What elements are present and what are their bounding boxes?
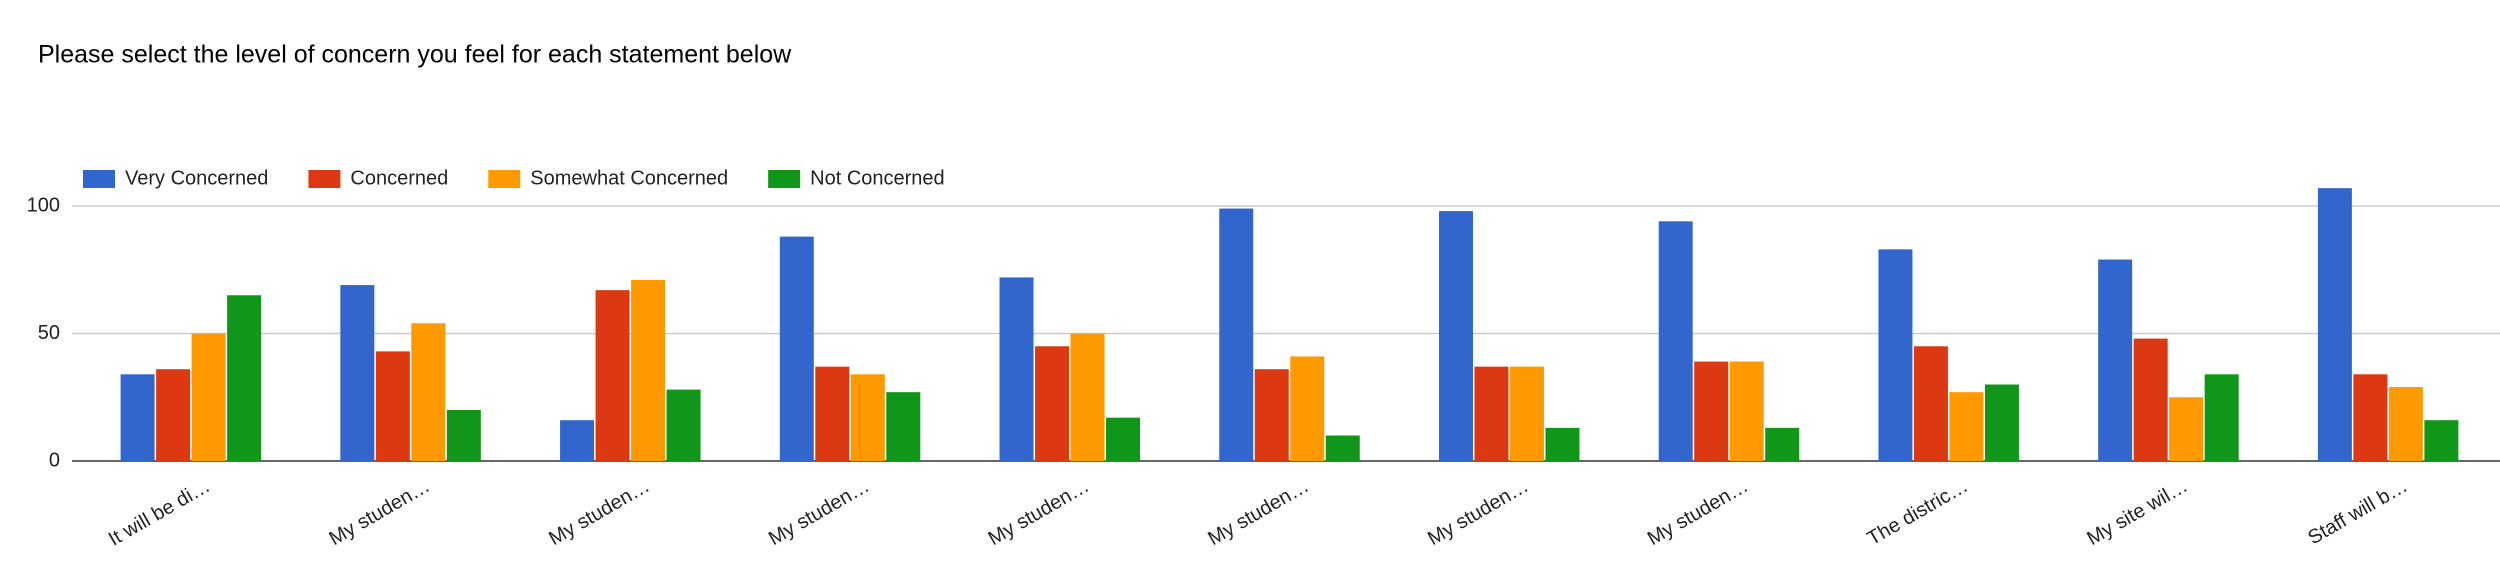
y-tick-label: 50: [38, 322, 60, 344]
x-tick-label: My studen…: [765, 475, 873, 550]
bar: [2353, 374, 2388, 461]
bar: [595, 290, 630, 461]
bar: [560, 420, 595, 461]
bar: [886, 392, 921, 461]
legend-swatch: [308, 170, 341, 188]
bar: [850, 374, 885, 461]
bar: [815, 366, 850, 461]
bar: [1438, 211, 1473, 461]
bar: [1290, 356, 1325, 461]
bar: [2204, 374, 2239, 461]
bar: [779, 236, 814, 461]
legend-swatch: [768, 170, 801, 188]
bar: [2388, 387, 2423, 461]
bar: [666, 389, 701, 461]
bar: [156, 369, 191, 461]
bar: [2424, 420, 2459, 461]
legend-label: Somewhat Concerned: [530, 167, 728, 189]
bar: [227, 295, 262, 461]
legend-swatch: [488, 170, 521, 188]
x-tick-label: My studen…: [1204, 475, 1312, 550]
legend-swatch: [83, 170, 115, 188]
bar: [2098, 259, 2133, 461]
chart-title: Please select the level of concern you f…: [38, 41, 792, 69]
bar: [2317, 188, 2352, 461]
x-tick-label: My studen…: [1644, 475, 1752, 550]
x-tick-label: My studen…: [545, 475, 653, 550]
bar: [1984, 384, 2019, 461]
bar: [1878, 249, 1913, 461]
x-tick-label: My studen…: [326, 475, 434, 550]
bar: [1035, 346, 1070, 461]
bar: [631, 279, 666, 461]
bar: [1254, 369, 1289, 461]
bar: [340, 285, 375, 461]
bar: [1106, 417, 1141, 461]
bar: [999, 277, 1034, 461]
bar: [1913, 346, 1948, 461]
x-tick-label: Staff will b…: [2304, 475, 2411, 549]
bar: [1545, 427, 1580, 461]
bar: [1765, 427, 1800, 461]
bar: [411, 323, 446, 461]
bar: [1729, 361, 1764, 461]
bar: [2169, 397, 2204, 461]
bar: [191, 333, 226, 461]
bar: [1474, 366, 1509, 461]
legend-label: Not Concerned: [810, 167, 945, 189]
y-tick-label: 0: [49, 449, 60, 471]
bar: [375, 351, 410, 461]
bar: [1658, 221, 1693, 461]
x-tick-label: My studen…: [985, 475, 1093, 550]
bar: [2133, 338, 2168, 461]
bar: [1070, 333, 1105, 461]
bar: [1219, 208, 1254, 461]
bar: [446, 410, 481, 461]
x-tick-label: My site wil…: [2083, 475, 2191, 550]
bar: [1509, 366, 1544, 461]
bar: [1325, 435, 1360, 461]
x-tick-label: It will be di…: [105, 475, 214, 551]
x-tick-label: My studen…: [1424, 475, 1532, 550]
y-tick-label: 100: [27, 194, 60, 216]
bar: [120, 374, 155, 461]
bar: [1949, 392, 1984, 461]
bar: [1694, 361, 1729, 461]
legend-label: Concerned: [350, 167, 448, 189]
legend-label: Very Concerned: [125, 167, 268, 189]
x-tick-label: The distric…: [1864, 475, 1972, 550]
